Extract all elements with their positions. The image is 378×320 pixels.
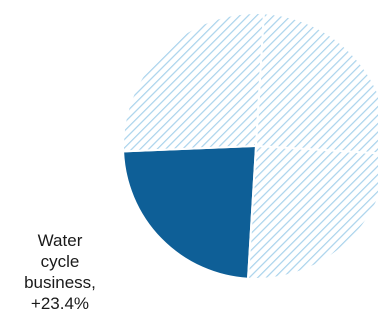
pie-slice-other [246,144,378,280]
pie-slice-water-cycle [122,144,258,280]
slice-label-line: cycle [40,252,80,271]
pie-slices [122,12,378,280]
slice-label-water-cycle: Water cycle business, +23.4% [14,230,106,314]
slice-label-line: Water [37,231,83,250]
slice-label-value: +23.4% [30,294,90,313]
slice-label-line: business, [24,273,96,292]
pie-slice-other [254,12,378,155]
pie-slice-other [122,12,266,153]
